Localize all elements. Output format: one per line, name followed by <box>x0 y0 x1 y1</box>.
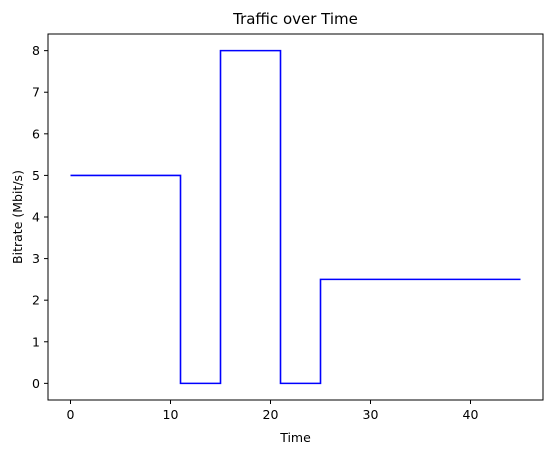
y-tick-label: 2 <box>32 293 40 308</box>
y-tick-label: 4 <box>32 210 40 225</box>
y-tick-label: 8 <box>32 43 40 58</box>
y-tick-label: 1 <box>32 334 40 349</box>
plot-area-frame <box>47 33 544 401</box>
series-layer <box>70 49 521 385</box>
y-axis-label: Bitrate (Mbit/s) <box>10 170 25 264</box>
x-tick-label: 30 <box>363 407 379 422</box>
x-axis-label: Time <box>279 430 311 445</box>
x-tick-label: 40 <box>463 407 479 422</box>
y-tick-label: 5 <box>32 168 40 183</box>
x-tick-label: 0 <box>67 407 75 422</box>
y-tick-label: 0 <box>32 376 40 391</box>
y-tick-label: 3 <box>32 251 40 266</box>
x-axis-ticks: 0 10 20 30 40 <box>67 400 479 422</box>
x-tick-label: 20 <box>263 407 279 422</box>
chart-title: Traffic over Time <box>232 10 358 28</box>
x-tick-label: 10 <box>163 407 179 422</box>
y-axis-ticks: 0 1 2 3 4 5 6 7 8 <box>32 43 48 391</box>
y-tick-label: 6 <box>32 126 40 141</box>
bitrate-step-line <box>70 49 521 385</box>
y-tick-label: 7 <box>32 85 40 100</box>
